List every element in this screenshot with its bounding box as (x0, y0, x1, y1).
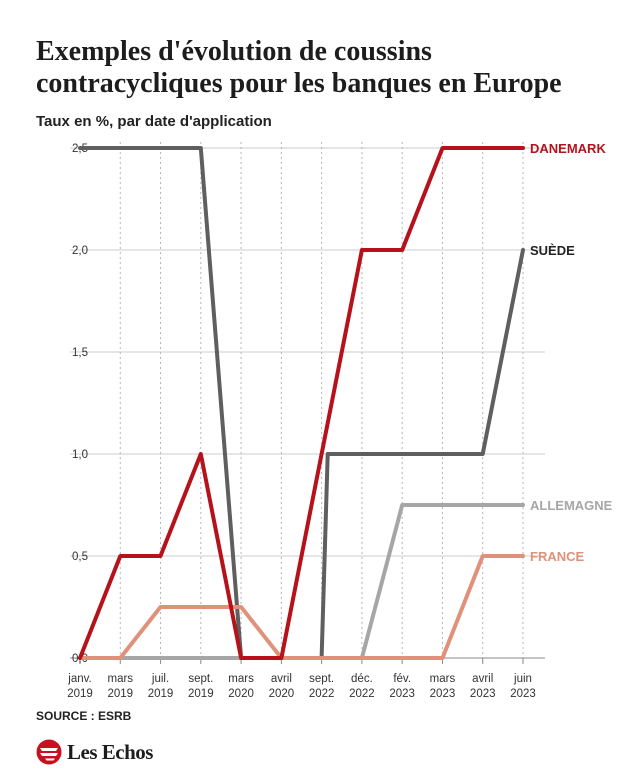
x-tick-label-year: 2019 (188, 688, 214, 700)
y-tick-label: 1,0 (72, 449, 88, 461)
x-tick-label-month: mars (430, 673, 456, 685)
x-tick-label-year: 2023 (430, 688, 456, 700)
y-tick-label: 1,5 (72, 347, 88, 359)
x-tick-label-month: avril (472, 673, 493, 685)
series-layer (78, 146, 525, 660)
x-tick-label-month: sept. (309, 673, 334, 685)
x-tick-label-year: 2019 (148, 688, 174, 700)
les-echos-logo-icon (36, 739, 62, 765)
x-tick-label-year: 2022 (349, 688, 375, 700)
series-label-allemagne: ALLEMAGNE (530, 498, 613, 513)
x-tick-label-month: mars (107, 673, 133, 685)
grid-layer (70, 142, 545, 664)
brand-logo: Les Echos (36, 738, 153, 766)
x-tick-label-year: 2020 (228, 688, 254, 700)
series-line-suede (78, 146, 525, 660)
line-chart: 0,00,51,01,52,02,5janv.2019mars2019juil.… (67, 141, 613, 700)
x-tick-label-year: 2022 (309, 688, 335, 700)
series-line-france (78, 554, 525, 660)
x-tick-label-month: avril (271, 673, 292, 685)
x-tick-label-year: 2023 (470, 688, 496, 700)
x-tick-label-month: sept. (188, 673, 213, 685)
x-tick-label-year: 2019 (107, 688, 133, 700)
x-tick-label-month: déc. (351, 673, 373, 685)
series-line-danemark (78, 146, 525, 660)
series-label-france: FRANCE (530, 549, 584, 564)
x-tick-label-month: fév. (393, 673, 411, 685)
series-label-danemark: DANEMARK (530, 141, 606, 156)
axis-ticks: 0,00,51,01,52,02,5janv.2019mars2019juil.… (67, 143, 536, 700)
x-tick-label-year: 2023 (510, 688, 536, 700)
y-tick-label: 0,5 (72, 551, 88, 563)
x-tick-label-year: 2023 (389, 688, 415, 700)
x-tick-label-month: janv. (67, 673, 91, 685)
x-tick-label-month: juin (513, 673, 532, 685)
series-label-suede: SUÈDE (530, 243, 575, 258)
x-tick-label-year: 2019 (67, 688, 93, 700)
brand-name: Les Echos (67, 739, 153, 764)
x-tick-label-month: mars (228, 673, 254, 685)
x-tick-label-month: juil. (151, 673, 169, 685)
chart-subtitle: Taux en %, par date d'application (36, 113, 272, 130)
y-tick-label: 2,0 (72, 245, 88, 257)
chart-title: Exemples d'évolution de coussins contrac… (36, 36, 562, 99)
series-labels: SUÈDE ALLEMAGNE FRANCE DANEMARK (530, 141, 613, 564)
source-note: SOURCE : ESRB (36, 709, 132, 723)
series-line-allemagne (78, 503, 525, 660)
x-tick-label-year: 2020 (269, 688, 295, 700)
